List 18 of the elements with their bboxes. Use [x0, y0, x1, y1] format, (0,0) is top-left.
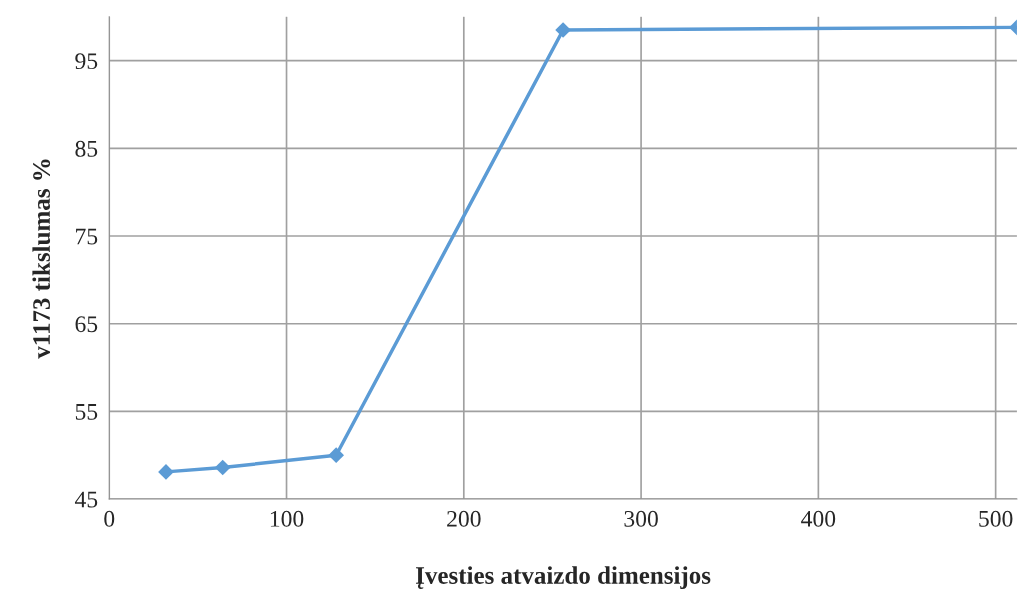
y-tick-label: 75 [76, 228, 98, 245]
x-tick-label: 400 [801, 510, 836, 527]
y-tick-label: 85 [75, 140, 98, 157]
x-axis-title: Įvesties atvaizdo dimensijos [416, 566, 711, 589]
x-tick-label: 500 [979, 510, 1013, 527]
y-tick-label: 55 [75, 404, 98, 420]
point [555, 22, 571, 38]
y-axis-title: v1173 tikslumas % [32, 159, 51, 359]
y-tick-label: 95 [75, 53, 98, 70]
x-tick-label: 300 [624, 510, 658, 527]
point [158, 464, 174, 480]
x-tick-label: 0 [104, 510, 115, 527]
x-tick-label: 100 [270, 510, 304, 527]
point [214, 459, 231, 476]
y-tick-label: 45 [74, 491, 98, 508]
point [328, 447, 345, 464]
x-tick-label: 200 [447, 510, 481, 527]
y-tick-label: 65 [75, 316, 98, 333]
